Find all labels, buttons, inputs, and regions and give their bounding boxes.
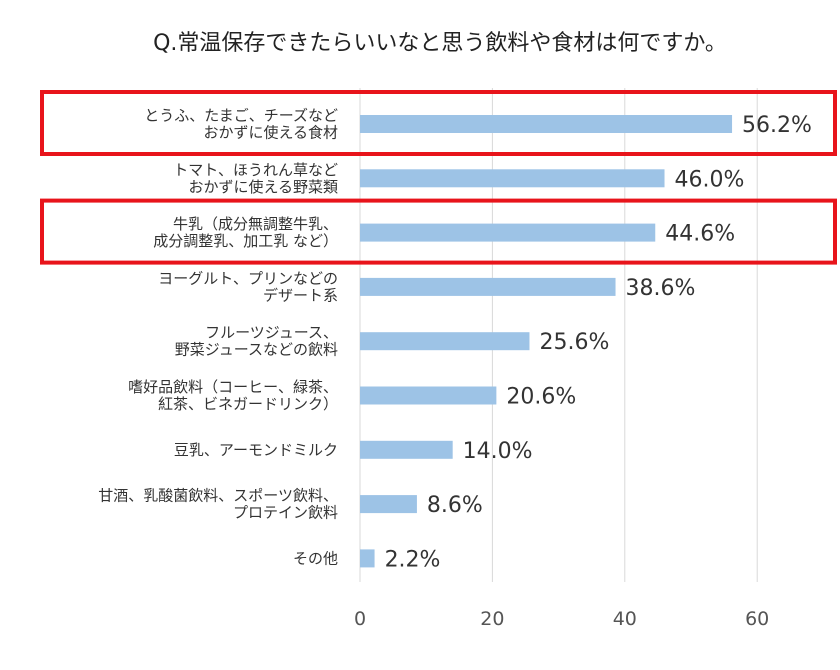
bar [360, 115, 733, 133]
highlight-box [40, 90, 837, 156]
bar [360, 495, 417, 514]
bar [360, 277, 616, 296]
data-label: 2.2% [385, 547, 441, 572]
bar [360, 169, 665, 188]
bar [360, 223, 656, 242]
category-label: トマト、ほうれん草などおかずに使える野菜類 [173, 161, 338, 196]
x-tick-label: 40 [613, 608, 637, 630]
data-label: 20.6% [506, 385, 576, 410]
category-label: 牛乳（成分無調整牛乳、成分調整乳、加工乳 など） [153, 215, 338, 250]
x-tick-label: 60 [745, 608, 769, 630]
x-tick-label: 0 [354, 608, 366, 630]
data-label: 56.2% [742, 113, 812, 138]
highlight-layer [40, 90, 837, 265]
data-label: 25.6% [539, 330, 609, 355]
category-label: その他 [293, 549, 338, 567]
bar [360, 549, 375, 568]
bars-layer [360, 115, 733, 568]
data-label: 38.6% [626, 276, 696, 301]
x-tick-label: 20 [480, 608, 504, 630]
category-label: 豆乳、アーモンドミルク [174, 441, 338, 459]
highlight-box [40, 198, 837, 265]
ticks-layer: 0 20 40 60 [354, 608, 769, 630]
category-label: フルーツジュース、野菜ジュースなどの飲料 [175, 324, 338, 359]
bar [360, 386, 497, 405]
bar [360, 332, 530, 351]
data-label: 14.0% [463, 439, 533, 464]
bar [360, 440, 453, 459]
category-label: とうふ、たまご、チーズなどおかずに使える食材 [144, 107, 338, 142]
category-label: 甘酒、乳酸菌飲料、スポーツ飲料、プロテイン飲料 [98, 487, 338, 522]
category-label: 嗜好品飲料（コーヒー、緑茶、紅茶、ビネガードリンク） [128, 378, 338, 413]
labels-layer: 56.2% とうふ、たまご、チーズなどおかずに使える食材 46.0% トマト、ほうれん… [98, 107, 812, 573]
chart-title: Q.常温保存できたらいいなと思う飲料や食材は何ですか。 [153, 31, 727, 56]
data-label: 44.6% [665, 222, 735, 247]
data-label: 46.0% [675, 167, 745, 192]
category-label: ヨーグルト、プリンなどのデザート系 [158, 269, 338, 304]
data-label: 8.6% [427, 493, 483, 518]
